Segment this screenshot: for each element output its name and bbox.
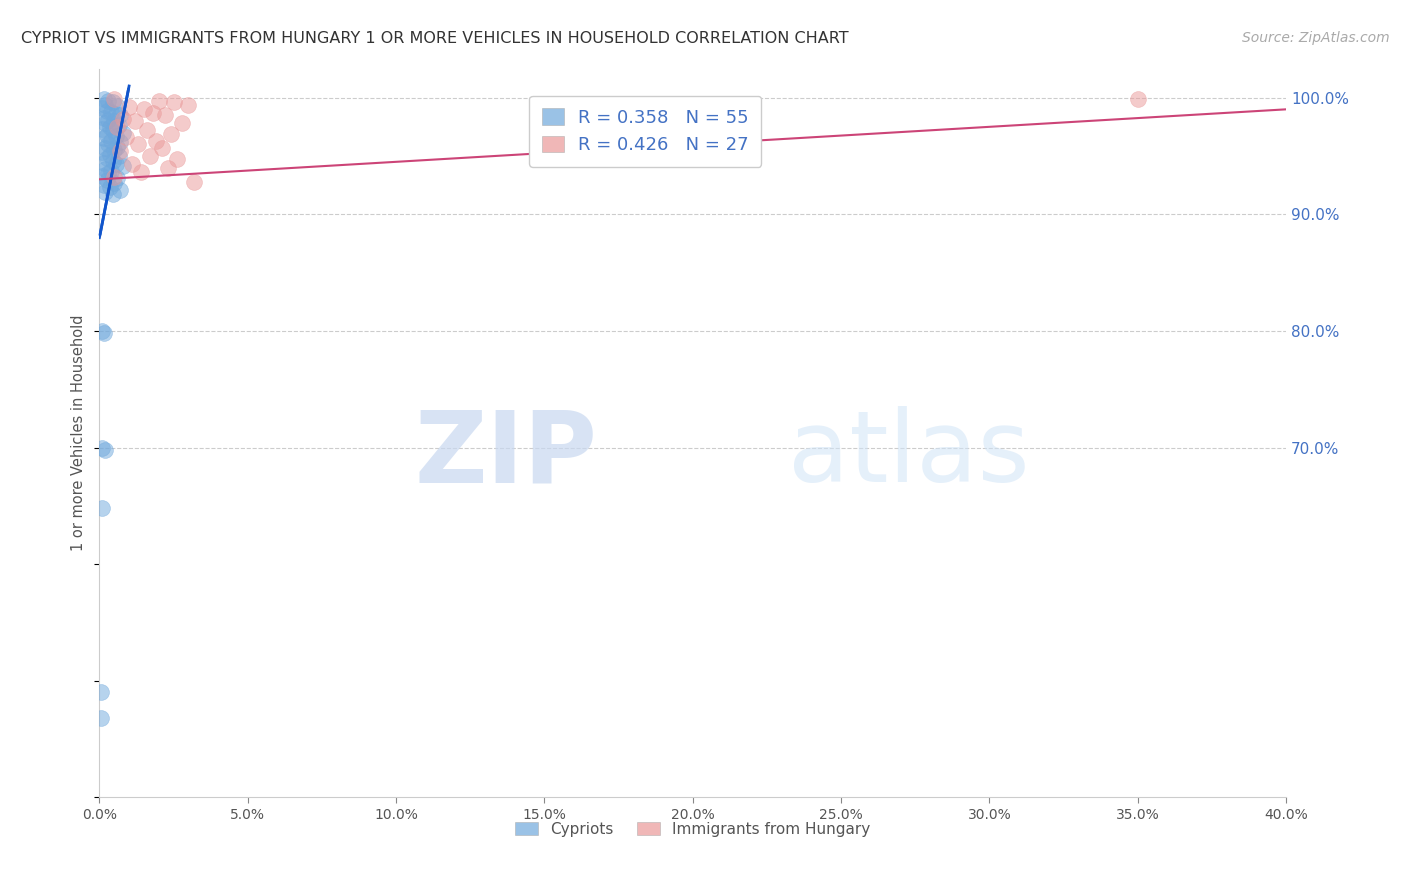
Point (159, 127, 181, 141)
Point (94, 116, 117, 130)
Point (91, 101, 114, 115)
Point (132, 103, 155, 117)
Point (101, 123, 124, 137)
Point (103, 143, 125, 157)
Point (135, 123, 157, 137)
Point (105, 139, 128, 153)
Point (97, 166, 120, 180)
Point (96, 173, 118, 187)
Point (91, 122, 114, 136)
Point (94, 442, 117, 457)
Point (153, 108, 176, 122)
Point (162, 95, 184, 110)
Point (103, 92, 125, 106)
Text: atlas: atlas (787, 407, 1029, 503)
Point (93, 326, 115, 341)
Point (98, 180, 121, 194)
Legend: Cypriots, Immigrants from Hungary: Cypriots, Immigrants from Hungary (508, 814, 877, 845)
Text: CYPRIOT VS IMMIGRANTS FROM HUNGARY 1 OR MORE VEHICLES IN HOUSEHOLD CORRELATION C: CYPRIOT VS IMMIGRANTS FROM HUNGARY 1 OR … (21, 31, 849, 46)
Y-axis label: 1 or more Vehicles in Household: 1 or more Vehicles in Household (72, 315, 86, 551)
Point (100, 134, 122, 148)
Point (105, 99, 128, 113)
Point (103, 176, 125, 190)
Point (118, 100, 141, 114)
Point (129, 165, 152, 179)
Point (172, 116, 194, 130)
Point (142, 106, 165, 120)
Point (105, 120, 128, 134)
Point (96, 103, 118, 118)
Point (90, 711, 112, 725)
Point (124, 114, 146, 128)
Point (100, 164, 122, 178)
Point (104, 157, 127, 171)
Point (101, 187, 124, 202)
Point (94, 97, 117, 112)
Point (93, 156, 115, 170)
Point (94, 185, 117, 199)
Point (103, 169, 125, 184)
Point (94, 141, 117, 155)
Point (90, 501, 112, 516)
Point (139, 149, 162, 163)
Point (93, 131, 115, 145)
Point (101, 153, 124, 168)
Point (97, 94, 120, 108)
Point (93, 92, 115, 106)
Point (115, 130, 138, 145)
Point (96, 128, 118, 142)
Point (93, 111, 115, 125)
Point (156, 161, 179, 175)
Point (108, 145, 131, 159)
Point (183, 175, 205, 189)
Point (108, 183, 131, 197)
Point (101, 95, 124, 110)
Point (97, 137, 120, 152)
Point (166, 153, 188, 167)
Point (177, 97, 200, 112)
Point (91, 169, 114, 183)
Point (98, 148, 121, 162)
Point (91, 441, 114, 455)
Point (98, 120, 121, 134)
Point (100, 104, 122, 119)
Text: Source: ZipAtlas.com: Source: ZipAtlas.com (1241, 31, 1389, 45)
Point (108, 108, 131, 122)
Point (107, 118, 129, 132)
Point (94, 161, 117, 176)
Point (112, 112, 135, 126)
Point (108, 135, 131, 149)
Point (105, 171, 128, 186)
Point (127, 137, 149, 152)
Point (104, 129, 127, 144)
Point (91, 324, 114, 338)
Point (1126, 92, 1149, 106)
Point (97, 112, 120, 127)
Point (90, 685, 112, 699)
Point (93, 178, 115, 193)
Point (96, 151, 118, 165)
Text: ZIP: ZIP (415, 407, 598, 503)
Point (91, 145, 114, 160)
Point (103, 114, 125, 128)
Point (150, 141, 173, 155)
Point (104, 107, 127, 121)
Point (148, 94, 170, 108)
Point (121, 157, 143, 171)
Point (107, 149, 129, 163)
Point (112, 126, 135, 140)
Point (112, 160, 135, 174)
Point (145, 134, 167, 148)
